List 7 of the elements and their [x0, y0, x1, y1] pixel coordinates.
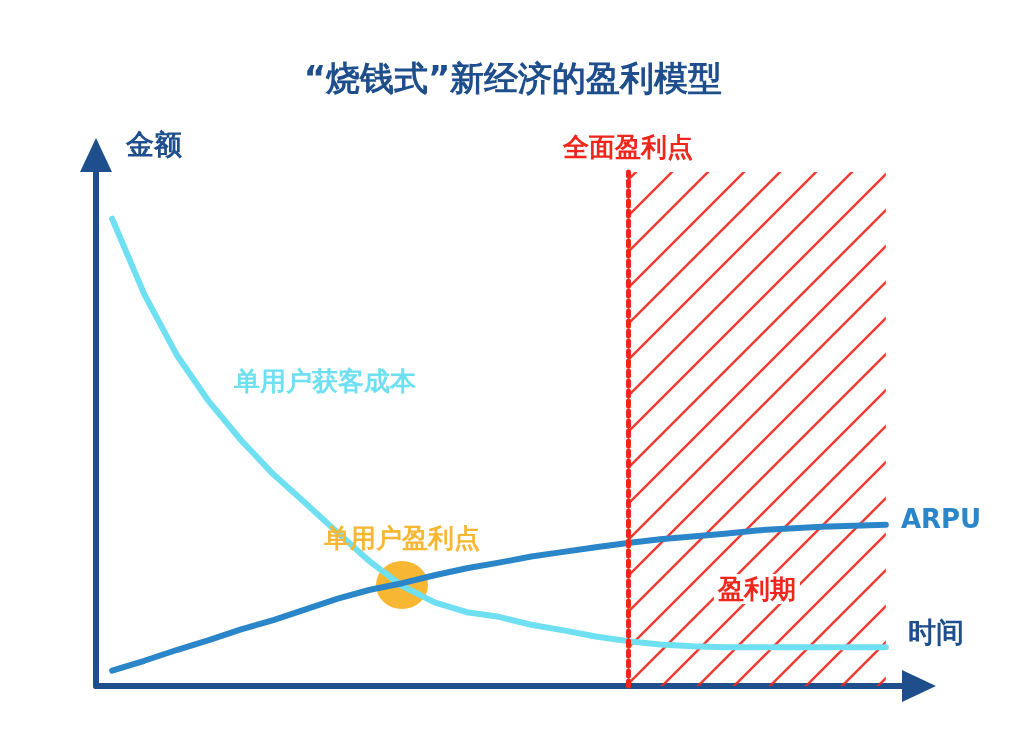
- y-axis-title: 金额: [125, 127, 183, 161]
- series-label: ARPU: [900, 503, 982, 534]
- chart-title: “烧钱式”新经济的盈利模型: [303, 58, 723, 98]
- x-axis-title: 时间: [908, 615, 964, 649]
- series-label: 单用户获客成本: [232, 366, 417, 397]
- text: 全面盈利点: [561, 132, 693, 162]
- annotation: 盈利期: [716, 574, 796, 604]
